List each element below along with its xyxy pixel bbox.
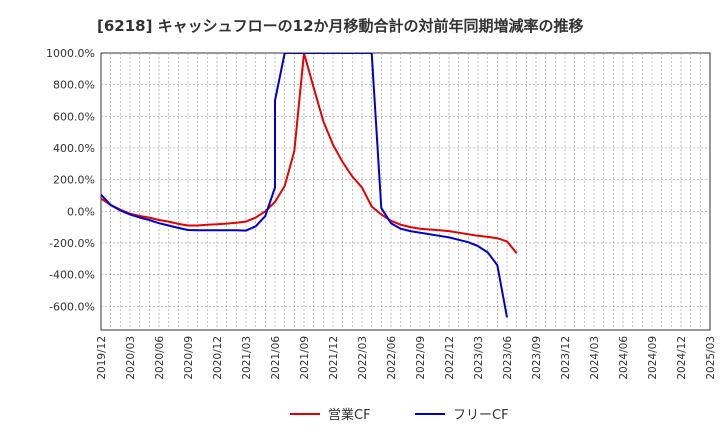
x-tick-label: 2024/12: [676, 336, 688, 380]
x-tick-label: 2020/09: [183, 336, 195, 380]
x-tick-label: 2024/09: [647, 336, 659, 380]
x-tick-label: 2021/12: [328, 336, 340, 380]
x-tick-label: 2020/12: [212, 336, 224, 380]
x-tick-label: 2022/03: [357, 336, 369, 380]
y-tick-label: 400.0%: [53, 142, 95, 155]
y-tick-label: 0.0%: [67, 205, 95, 218]
x-tick-label: 2020/06: [154, 336, 166, 380]
y-tick-label: -600.0%: [49, 300, 95, 313]
y-tick-label: -200.0%: [49, 237, 95, 250]
series-line-1: [101, 53, 508, 318]
x-tick-label: 2022/12: [444, 336, 456, 380]
grid: [101, 53, 710, 330]
x-tick-label: 2022/09: [415, 336, 427, 380]
chart-title: [6218] キャッシュフローの12か月移動合計の対前年同期増減率の推移: [97, 17, 584, 35]
y-tick-label: 800.0%: [53, 79, 95, 92]
x-tick-label: 2025/03: [705, 336, 717, 380]
x-tick-label: 2021/03: [241, 336, 253, 380]
x-tick-label: 2023/03: [473, 336, 485, 380]
x-tick-label: 2020/03: [125, 336, 137, 380]
legend-label-1: フリーCF: [453, 408, 509, 423]
x-tick-label: 2023/12: [560, 336, 572, 380]
plot-area: [100, 52, 711, 331]
legend: 営業CF フリーCF: [290, 407, 509, 423]
x-tick-label: 2022/06: [386, 336, 398, 380]
x-tick-label: 2021/06: [270, 336, 282, 380]
series-line-0: [101, 53, 518, 254]
y-tick-label: 600.0%: [53, 110, 95, 123]
x-tick-label: 2023/06: [502, 336, 514, 380]
legend-label-0: 営業CF: [328, 407, 371, 423]
series-group: [101, 53, 518, 318]
plot-border: [100, 52, 711, 331]
x-tick-label: 2024/03: [589, 336, 601, 380]
y-tick-label: -400.0%: [49, 269, 95, 282]
x-tick-label: 2021/09: [299, 336, 311, 380]
x-tick-label: 2023/09: [531, 336, 543, 380]
x-axis: 2019/12 2020/03 2020/06 2020/09 2020/12 2021/…: [96, 336, 717, 380]
x-tick-label: 2019/12: [96, 336, 108, 380]
y-tick-label: 200.0%: [53, 174, 95, 187]
y-tick-label: 1000.0%: [46, 47, 95, 60]
y-axis: 1000.0% 800.0% 600.0% 400.0% 200.0% 0.0% -200.…: [46, 47, 95, 313]
x-tick-label: 2024/06: [618, 336, 630, 380]
